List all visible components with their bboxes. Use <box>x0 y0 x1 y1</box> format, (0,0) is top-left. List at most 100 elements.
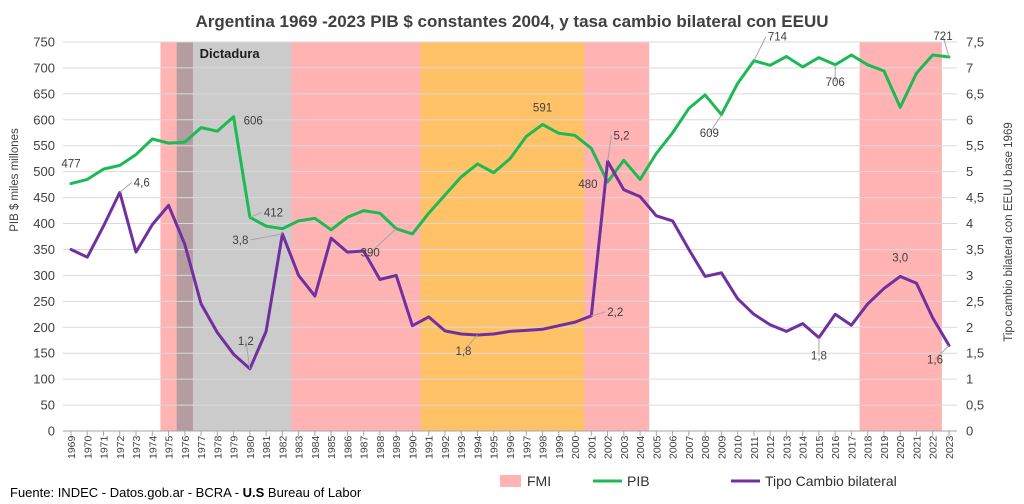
y-tick-left-label: 600 <box>33 112 55 127</box>
y-tick-left-label: 450 <box>33 190 55 205</box>
annotation-leader-line <box>942 35 950 58</box>
x-tick-label: 1970 <box>82 435 94 459</box>
annotation-label: 480 <box>578 179 597 191</box>
annotation-leader-line <box>934 345 950 360</box>
legend-fmi-label: FMI <box>527 473 551 489</box>
y-tick-left-label: 250 <box>33 294 55 309</box>
x-tick-label: 1977 <box>196 435 208 459</box>
annotation-label: 412 <box>264 207 283 219</box>
x-tick-label: 2022 <box>928 435 940 459</box>
x-tick-label: 2014 <box>798 435 810 459</box>
y-tick-right-label: 0,5 <box>966 398 984 413</box>
region-label-dictadura: Dictadura <box>200 46 261 61</box>
y-tick-right-label: 7,5 <box>966 35 984 50</box>
x-tick-label: 1997 <box>521 435 533 459</box>
annotation-label: 4,6 <box>134 177 150 189</box>
shaded-region-2 <box>583 42 650 431</box>
x-tick-label: 1979 <box>229 435 241 459</box>
x-tick-label: 1985 <box>326 435 338 459</box>
x-tick-label: 2023 <box>944 435 956 459</box>
y-tick-right-label: 6,5 <box>966 86 984 101</box>
shaded-region-1 <box>290 42 422 431</box>
x-tick-label: 1994 <box>472 435 484 459</box>
annotation-label: 3,0 <box>892 252 908 264</box>
x-tick-label: 1988 <box>375 435 387 459</box>
x-tick-label: 1999 <box>554 435 566 459</box>
annotation-leader-line <box>591 311 606 317</box>
x-tick-label: 1974 <box>147 435 159 459</box>
annotation-label: 5,2 <box>614 130 630 142</box>
y-tick-left-label: 300 <box>33 268 55 283</box>
x-tick-label: 2010 <box>733 435 745 459</box>
y-tick-right-label: 5 <box>966 164 973 179</box>
x-tick-label: 1978 <box>212 435 224 459</box>
x-tick-label: 1987 <box>359 435 371 459</box>
x-tick-label: 2016 <box>830 435 842 459</box>
y-tick-left-label: 400 <box>33 216 55 231</box>
axes: 0501001502002503003504004505005506006507… <box>33 35 984 460</box>
legend-fmi-swatch <box>500 475 521 487</box>
y-axis-right-label: Tipo cambio bilateral con EEUU base 1969 <box>1003 122 1015 341</box>
x-tick-label: 1998 <box>538 435 550 459</box>
series-line-tipo-cambio-bilateral <box>69 159 951 371</box>
x-tick-label: 2015 <box>814 435 826 459</box>
x-tick-label: 2009 <box>716 435 728 459</box>
x-tick-label: 1971 <box>99 435 111 459</box>
annotation-label: 1,2 <box>238 336 254 348</box>
annotation-label: 1,8 <box>811 351 827 363</box>
x-tick-label: 1989 <box>391 435 403 459</box>
source-text-start: Fuente: INDEC - Datos.gob.ar - BCRA - <box>10 485 243 500</box>
y-tick-left-label: 100 <box>33 372 55 387</box>
x-tick-label: 1984 <box>310 435 322 459</box>
chart-title: Argentina 1969 -2023 PIB $ constantes 20… <box>195 12 828 31</box>
annotation-label: 721 <box>933 31 952 43</box>
y-tick-left-label: 550 <box>33 138 55 153</box>
x-tick-label: 1980 <box>245 435 257 459</box>
annotation-leader-line <box>753 36 767 61</box>
x-tick-label: 1995 <box>489 435 501 459</box>
annotation-label: 714 <box>768 32 788 44</box>
y-tick-left-label: 700 <box>33 60 55 75</box>
y-tick-left-label: 50 <box>41 398 55 413</box>
annotation-label: 1,6 <box>927 354 943 366</box>
annotation-label: 606 <box>244 116 263 128</box>
legend: FMI PIB Tipo Cambio bilateral <box>500 473 897 489</box>
x-tick-label: 1996 <box>505 435 517 459</box>
x-tick-label: 2020 <box>895 435 907 459</box>
x-tick-label: 1993 <box>456 435 468 459</box>
x-tick-label: 2013 <box>781 435 793 459</box>
annotation-label: 609 <box>700 128 719 140</box>
x-tick-label: 1983 <box>294 435 306 459</box>
shaded-region-overlap <box>176 42 193 431</box>
x-tick-label: 1972 <box>115 435 127 459</box>
x-tick-label: 2006 <box>668 435 680 459</box>
y-tick-right-label: 4,5 <box>966 190 984 205</box>
x-tick-label: 1991 <box>424 435 436 459</box>
y-axis-left-label: PIB $ miles millones <box>9 128 21 232</box>
x-tick-label: 1982 <box>277 435 289 459</box>
shaded-region-3 <box>859 42 942 431</box>
y-tick-left-label: 650 <box>33 86 55 101</box>
x-tick-label: 2001 <box>586 435 598 459</box>
series-lines <box>69 53 951 371</box>
y-tick-right-label: 2 <box>966 320 973 335</box>
x-tick-label: 2008 <box>700 435 712 459</box>
annotation-label: 2,2 <box>607 307 623 319</box>
annotations: 477 606 412 390 591 480 609 714 706 721 4,6 1,2 3,8 1… <box>61 31 953 369</box>
x-tick-label: 1986 <box>342 435 354 459</box>
x-tick-label: 2019 <box>879 435 891 459</box>
y-tick-right-label: 3,5 <box>966 242 984 257</box>
x-tick-label: 1976 <box>180 435 192 459</box>
x-tick-label: 2000 <box>570 435 582 459</box>
x-tick-label: 1981 <box>261 435 273 459</box>
y-tick-right-label: 4 <box>966 216 973 231</box>
annotation-label: 477 <box>61 159 80 171</box>
x-tick-label: 1990 <box>407 435 419 459</box>
series-line-pib <box>69 53 951 236</box>
x-tick-label: 2005 <box>651 435 663 459</box>
y-tick-right-label: 6 <box>966 112 973 127</box>
x-tick-label: 1975 <box>164 435 176 459</box>
x-tick-label: 1973 <box>131 435 143 459</box>
source-text-end: Bureau of Labor <box>264 485 362 500</box>
